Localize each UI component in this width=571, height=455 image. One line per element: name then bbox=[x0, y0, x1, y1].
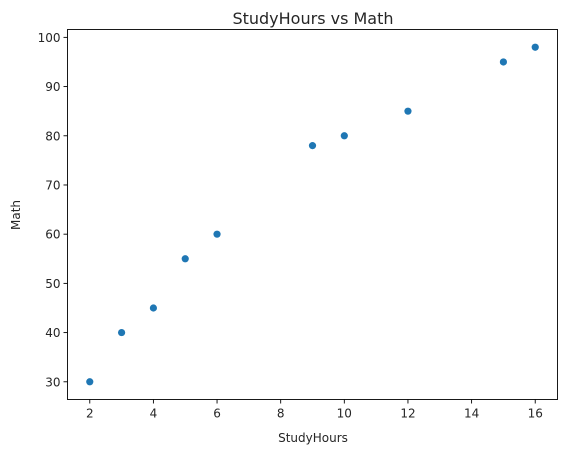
x-tick-label: 12 bbox=[400, 407, 415, 421]
y-axis-label: Math bbox=[9, 200, 23, 230]
data-point bbox=[213, 231, 220, 238]
y-tick-label: 60 bbox=[45, 228, 60, 242]
x-axis: 2 4 6 8 10 12 14 16 bbox=[86, 400, 543, 421]
data-point bbox=[150, 304, 157, 311]
data-point bbox=[182, 255, 189, 262]
y-tick-label: 80 bbox=[45, 129, 60, 143]
data-point bbox=[86, 378, 93, 385]
x-tick-label: 2 bbox=[86, 407, 94, 421]
x-axis-label: StudyHours bbox=[278, 431, 348, 445]
x-tick-label: 14 bbox=[464, 407, 479, 421]
data-point bbox=[404, 108, 411, 115]
x-tick-label: 16 bbox=[528, 407, 543, 421]
y-tick-label: 50 bbox=[45, 277, 60, 291]
y-tick-label: 70 bbox=[45, 178, 60, 192]
x-tick-label: 8 bbox=[277, 407, 285, 421]
plot-frame bbox=[68, 30, 558, 400]
x-tick-label: 6 bbox=[213, 407, 221, 421]
y-tick-label: 100 bbox=[38, 31, 61, 45]
y-tick-label: 40 bbox=[45, 326, 60, 340]
data-point bbox=[532, 44, 539, 51]
data-point bbox=[500, 58, 507, 65]
chart-title: StudyHours vs Math bbox=[232, 9, 393, 28]
data-points bbox=[86, 44, 539, 386]
x-tick-label: 4 bbox=[150, 407, 158, 421]
data-point bbox=[341, 132, 348, 139]
x-tick-label: 10 bbox=[337, 407, 352, 421]
data-point bbox=[118, 329, 125, 336]
data-point bbox=[309, 142, 316, 149]
y-tick-label: 30 bbox=[45, 375, 60, 389]
y-tick-label: 90 bbox=[45, 80, 60, 94]
y-axis: 30 40 50 60 70 80 90 100 bbox=[38, 31, 68, 389]
